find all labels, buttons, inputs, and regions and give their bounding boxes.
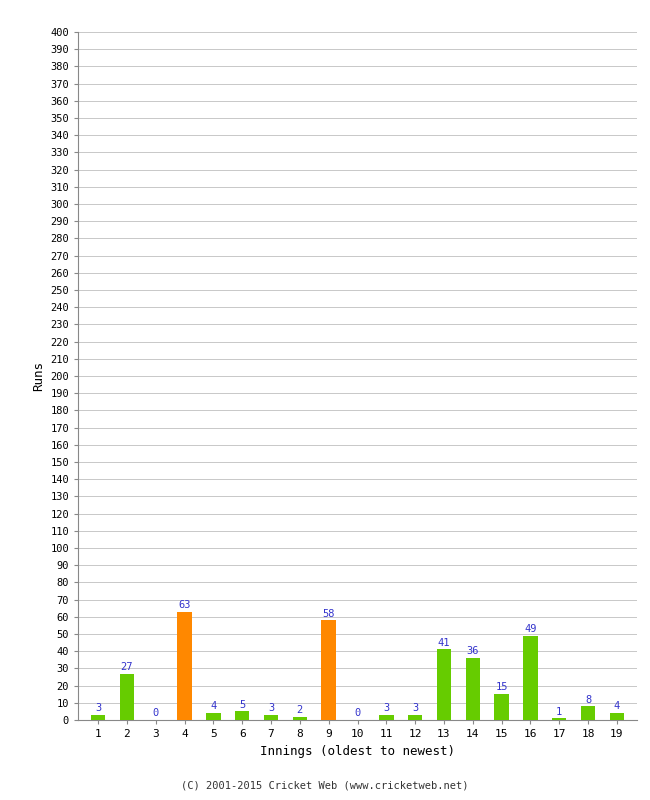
Text: 49: 49 — [524, 624, 537, 634]
Bar — [523, 636, 538, 720]
Text: 8: 8 — [585, 694, 591, 705]
Bar — [379, 715, 393, 720]
Bar — [495, 694, 509, 720]
Bar — [91, 715, 105, 720]
Text: 5: 5 — [239, 700, 245, 710]
Bar — [322, 620, 336, 720]
Bar — [552, 718, 566, 720]
Text: 0: 0 — [354, 708, 361, 718]
Text: 2: 2 — [297, 705, 303, 715]
Text: 15: 15 — [495, 682, 508, 693]
Text: 1: 1 — [556, 706, 562, 717]
Bar — [408, 715, 422, 720]
Text: 3: 3 — [384, 703, 389, 713]
Bar — [177, 612, 192, 720]
Text: (C) 2001-2015 Cricket Web (www.cricketweb.net): (C) 2001-2015 Cricket Web (www.cricketwe… — [181, 781, 469, 790]
Text: 58: 58 — [322, 609, 335, 618]
Text: 0: 0 — [153, 708, 159, 718]
Bar — [206, 713, 220, 720]
Bar — [465, 658, 480, 720]
Text: 3: 3 — [268, 703, 274, 713]
Text: 27: 27 — [121, 662, 133, 672]
X-axis label: Innings (oldest to newest): Innings (oldest to newest) — [260, 745, 455, 758]
Bar — [437, 650, 451, 720]
Text: 36: 36 — [467, 646, 479, 656]
Text: 41: 41 — [437, 638, 450, 648]
Text: 3: 3 — [95, 703, 101, 713]
Bar — [610, 713, 624, 720]
Text: 3: 3 — [412, 703, 418, 713]
Y-axis label: Runs: Runs — [32, 361, 45, 391]
Bar — [292, 717, 307, 720]
Text: 4: 4 — [211, 702, 216, 711]
Text: 63: 63 — [178, 600, 191, 610]
Bar — [264, 715, 278, 720]
Bar — [581, 706, 595, 720]
Text: 4: 4 — [614, 702, 620, 711]
Bar — [235, 711, 250, 720]
Bar — [120, 674, 134, 720]
